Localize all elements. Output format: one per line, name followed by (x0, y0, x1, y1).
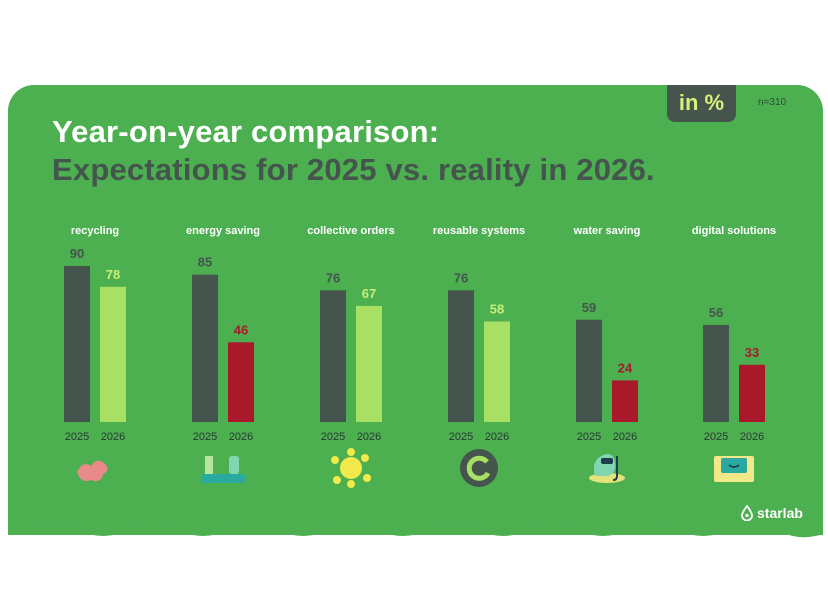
recycling-icon (77, 460, 108, 482)
year-label-2025-2: 2025 (321, 431, 345, 443)
digital-solutions-icon-screen (721, 458, 747, 473)
year-label-2025-3: 2025 (449, 431, 473, 443)
value-label-2026-1: 46 (234, 322, 248, 337)
wave-edge (8, 508, 823, 538)
bar-2025-4 (576, 319, 602, 422)
year-label-2026-1: 2026 (229, 431, 253, 443)
category-label-4: water saving (573, 225, 641, 237)
unit-badge: in % (667, 85, 736, 122)
chart-title-line2: Expectations for 2025 vs. reality in 202… (52, 152, 655, 187)
category-label-0: recycling (71, 225, 119, 237)
value-label-2025-3: 76 (454, 270, 468, 285)
bar-2026-2 (356, 305, 382, 422)
value-label-2025-2: 76 (326, 270, 340, 285)
year-label-2026-4: 2026 (613, 431, 637, 443)
collective-orders-icon-dot-5 (347, 480, 355, 488)
year-label-2026-0: 2026 (101, 431, 125, 443)
year-label-2025-0: 2025 (65, 431, 89, 443)
brand-name: starlab (757, 505, 803, 521)
collective-orders-icon-dot-3 (363, 474, 371, 482)
collective-orders-icon-dot-0 (331, 456, 339, 464)
category-label-1: energy saving (186, 225, 260, 237)
collective-orders-icon-dot-2 (333, 476, 341, 484)
bar-2025-1 (192, 274, 218, 422)
bar-2025-0 (64, 266, 90, 422)
digital-solutions-icon-smile (728, 464, 740, 468)
value-label-2026-5: 33 (745, 345, 759, 360)
bar-2026-0 (100, 286, 126, 422)
energy-saving-icon-part-a (205, 456, 213, 474)
category-label-5: digital solutions (692, 225, 776, 237)
chart-title-line1: Year-on-year comparison: (52, 114, 440, 149)
water-saving-icon-body (593, 454, 616, 476)
bar-2025-5 (703, 324, 729, 422)
value-label-2026-2: 67 (362, 286, 376, 301)
value-label-2026-4: 24 (618, 360, 633, 375)
value-label-2025-4: 59 (582, 300, 596, 315)
year-label-2025-4: 2025 (577, 431, 601, 443)
bar-2025-3 (448, 290, 474, 422)
year-label-2026-2: 2026 (357, 431, 381, 443)
category-label-2: collective orders (307, 225, 394, 237)
water-saving-icon-mask (601, 458, 613, 464)
collective-orders-icon-dot-4 (347, 448, 355, 456)
brand-logo: starlab (740, 505, 803, 521)
bar-2026-5 (739, 364, 765, 422)
category-label-3: reusable systems (433, 225, 525, 237)
chart-background (8, 85, 823, 535)
year-label-2026-5: 2026 (740, 431, 764, 443)
value-label-2026-0: 78 (106, 267, 120, 282)
bar-2026-3 (484, 321, 510, 422)
reusable-systems-icon-arrow (466, 455, 491, 481)
year-label-2026-3: 2026 (485, 431, 509, 443)
bar-2025-2 (320, 290, 346, 422)
energy-saving-icon (201, 474, 245, 483)
value-label-2025-1: 85 (198, 255, 212, 270)
value-label-2025-0: 90 (70, 246, 84, 261)
value-label-2025-5: 56 (709, 305, 723, 320)
starlab-drop-icon (741, 505, 753, 521)
bar-2026-1 (228, 342, 254, 422)
water-saving-icon-snorkel (612, 456, 618, 481)
collective-orders-icon-dot-1 (361, 454, 369, 462)
collective-orders-icon (340, 457, 362, 479)
sample-size: n=310 (758, 97, 787, 108)
year-label-2025-5: 2025 (704, 431, 728, 443)
energy-saving-icon-part-b (229, 456, 239, 474)
value-label-2026-3: 58 (490, 301, 504, 316)
bar-2026-4 (612, 380, 638, 422)
reusable-systems-icon (460, 449, 498, 487)
year-label-2025-1: 2025 (193, 431, 217, 443)
